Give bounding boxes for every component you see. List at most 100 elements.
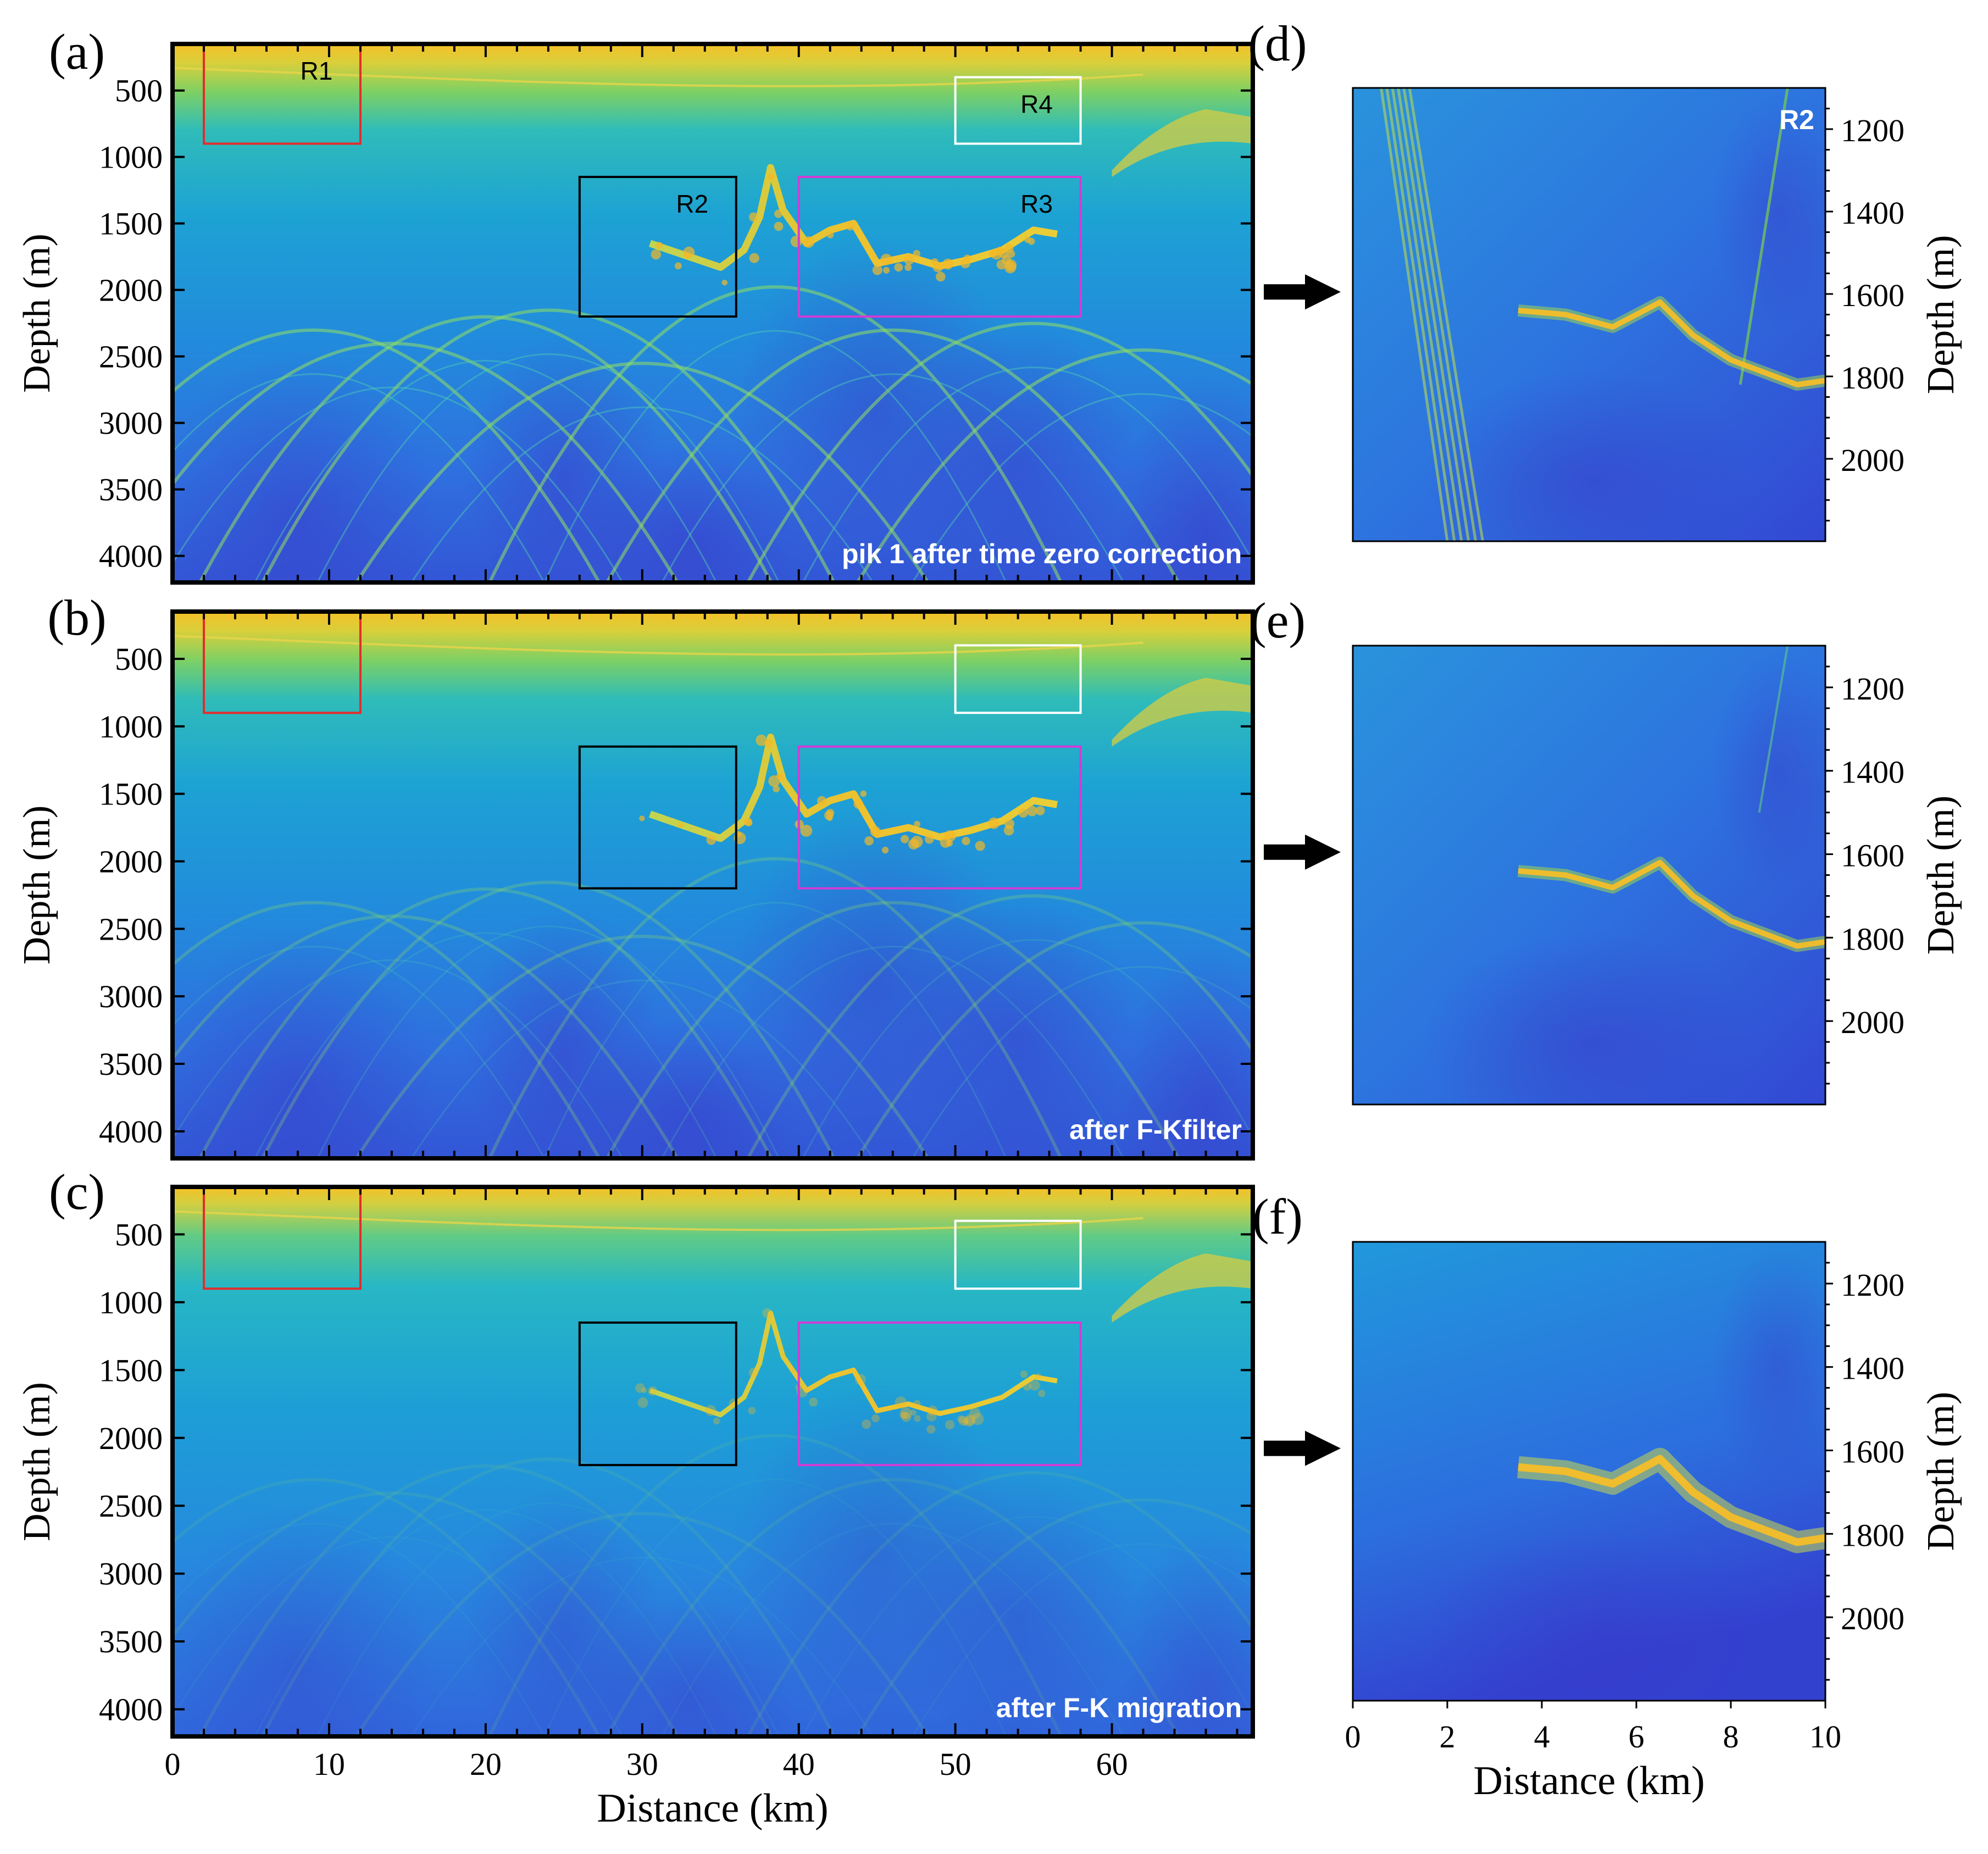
region-box [954, 76, 1082, 145]
reflection-speckle [790, 235, 802, 247]
reflection-speckle [809, 1397, 818, 1407]
reflection-speckle [743, 817, 752, 826]
y-tick-label: 3500 [99, 1624, 163, 1659]
y-axis-label: Depth (m) [16, 234, 58, 393]
dark-patch [897, 893, 1139, 1158]
reflection-speckle [637, 1397, 648, 1408]
reflection-speckle [872, 265, 882, 275]
bedrock-reflection [1518, 1455, 1825, 1546]
reflection-speckle [862, 1419, 871, 1429]
reflection-speckle [1004, 819, 1015, 829]
dark-patch [1712, 650, 1825, 892]
reflection-speckle [846, 222, 854, 231]
diffraction-hyperbola [254, 932, 718, 1158]
y-tick-label: 4000 [99, 1692, 163, 1728]
diffraction-hyperbola [488, 1434, 1063, 1736]
axes-frame [170, 1185, 1255, 1739]
diffraction-hyperbola [173, 1536, 624, 1736]
diffraction-hyperbola [254, 360, 718, 582]
diffraction-hyperbola [355, 1512, 930, 1736]
dark-patch [1424, 1528, 1754, 1701]
reflection-speckle [768, 173, 775, 180]
y-tick-label: 2000 [99, 273, 163, 308]
axes-frame [170, 42, 1255, 585]
reflection-speckle [942, 258, 954, 270]
diffraction-hyperbola [856, 1498, 1253, 1736]
diffraction-hyperbola [173, 1478, 601, 1736]
reflection-speckle [721, 280, 728, 286]
y-tick-label: 4000 [99, 1114, 163, 1150]
arrow-head [1305, 834, 1341, 870]
diffraction-hyperbola [261, 1457, 836, 1736]
diffraction-hyperbola [488, 857, 1063, 1158]
reflection-speckle [800, 824, 813, 837]
reflection-speckle [1018, 808, 1028, 818]
reflection-speckle [749, 212, 758, 222]
bedrock-reflection [1518, 299, 1825, 387]
reflection-speckle [748, 1407, 756, 1415]
reflection-speckle [901, 1412, 912, 1422]
diffraction-hyperbola [912, 1543, 1253, 1736]
diffraction-hyperbola [543, 902, 1007, 1158]
diffraction-hyperbola [254, 1509, 718, 1736]
arrow-head [1305, 274, 1341, 310]
reflection-speckle [963, 254, 971, 262]
dark-patch [1118, 375, 1253, 582]
reflection-speckle [774, 209, 783, 218]
region-box [578, 175, 737, 318]
x-axis-label: Distance (km) [1473, 1758, 1704, 1803]
diffraction-hyperbola [316, 353, 780, 582]
y-tick-label: 2000 [1841, 442, 1904, 478]
reflection-speckle [803, 236, 815, 248]
reflection-speckle [678, 822, 684, 828]
zoom-image [1353, 646, 1825, 1104]
dark-patch [1118, 950, 1253, 1158]
panel-letter: (c) [49, 1164, 105, 1220]
diffraction-hyperbola [856, 921, 1253, 1158]
diffraction-hyperbola [173, 328, 601, 582]
reflection-speckle [894, 263, 903, 272]
panel-annotation: R2 [1779, 104, 1814, 135]
y-tick-label: 1500 [99, 1352, 163, 1388]
reflection-speckle [904, 264, 912, 271]
panel-d: 1200 1400 1600 1800 2000 Depth (m) R2 (d) [1248, 15, 1962, 542]
clutter-streak [1391, 88, 1463, 541]
reflection-speckle [1004, 262, 1017, 274]
x-tick-label: 40 [783, 1746, 815, 1782]
internal-layer-line [173, 66, 1143, 87]
x-tick-label: 30 [626, 1746, 658, 1782]
reflection-speckle [756, 734, 767, 746]
panel-e: 1200 1400 1600 1800 2000 Depth (m) (e) [1250, 592, 1962, 1106]
dark-patch [1712, 91, 1825, 332]
reflection-speckle [864, 836, 874, 846]
reflection-speckle [683, 246, 695, 258]
diffraction-hyperbola [802, 939, 1253, 1158]
reflection-speckle [899, 1407, 912, 1419]
y-tick-label: 1200 [1841, 671, 1904, 707]
zoom-image [1353, 88, 1825, 541]
diffraction-hyperbola [173, 386, 624, 582]
panel-annotation: after F-K migration [996, 1692, 1242, 1723]
y-tick-label: 2500 [99, 1488, 163, 1524]
reflection-speckle [903, 254, 914, 265]
diffraction-hyperbola [912, 966, 1253, 1158]
reflection-speckle [1024, 236, 1031, 243]
panel-f: 1200 1400 1600 1800 2000 0 2 4 6 8 10 Depth (m) Dist… [1252, 1189, 1962, 1803]
reflection-speckle [1020, 1370, 1028, 1378]
clutter-streak [1385, 88, 1456, 541]
diffraction-hyperbola [173, 914, 679, 1158]
y-tick-label: 3000 [99, 979, 163, 1014]
x-tick-label: 8 [1723, 1719, 1739, 1755]
y-tick-label: 1400 [1841, 754, 1904, 790]
dark-patch [1424, 932, 1754, 1104]
diffraction-hyperbola [802, 367, 1253, 582]
x-tick-label: 10 [313, 1746, 345, 1782]
y-tick-label: 2000 [99, 844, 163, 880]
reflection-speckle [964, 1414, 976, 1425]
reflection-speckle [908, 839, 919, 850]
reflection-speckle [962, 836, 970, 846]
diffraction-hyperbola [261, 308, 836, 582]
reflection-speckle [913, 1400, 921, 1407]
dark-patch [1424, 369, 1754, 541]
